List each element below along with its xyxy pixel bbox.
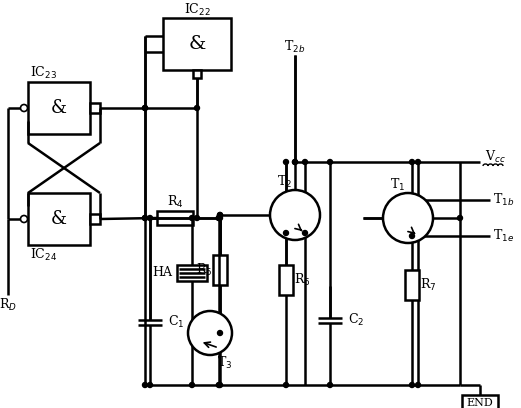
Circle shape xyxy=(328,160,332,164)
Text: T$_2$: T$_2$ xyxy=(278,174,292,190)
Circle shape xyxy=(217,213,222,217)
Circle shape xyxy=(283,160,289,164)
Text: R$_5$: R$_5$ xyxy=(196,262,212,278)
Circle shape xyxy=(194,215,200,220)
Circle shape xyxy=(216,215,221,220)
Circle shape xyxy=(328,383,332,388)
Text: &: & xyxy=(51,99,67,117)
Circle shape xyxy=(217,215,222,220)
Circle shape xyxy=(283,231,289,235)
Bar xyxy=(213,255,227,285)
Bar xyxy=(28,193,90,245)
Text: &: & xyxy=(188,35,206,53)
Bar xyxy=(90,103,100,113)
Circle shape xyxy=(410,160,415,164)
Circle shape xyxy=(216,383,221,388)
Text: C$_1$: C$_1$ xyxy=(168,314,184,330)
Circle shape xyxy=(143,215,147,220)
Text: V$_{cc}$: V$_{cc}$ xyxy=(485,149,506,165)
Text: T$_{1e}$: T$_{1e}$ xyxy=(493,228,514,244)
Bar xyxy=(163,18,231,70)
Text: R$_7$: R$_7$ xyxy=(420,277,436,293)
Circle shape xyxy=(143,106,147,111)
Bar xyxy=(90,214,100,224)
Circle shape xyxy=(416,160,420,164)
Text: C$_2$: C$_2$ xyxy=(348,312,364,328)
Text: T$_1$: T$_1$ xyxy=(390,177,405,193)
Circle shape xyxy=(190,383,194,388)
Bar xyxy=(405,270,419,300)
Text: IC$_{24}$: IC$_{24}$ xyxy=(30,247,57,263)
Circle shape xyxy=(292,160,297,164)
Circle shape xyxy=(143,383,147,388)
Circle shape xyxy=(217,330,222,335)
Circle shape xyxy=(147,383,153,388)
Text: T$_{1b}$: T$_{1b}$ xyxy=(493,192,514,208)
Text: &: & xyxy=(51,210,67,228)
Text: T$_3$: T$_3$ xyxy=(217,355,233,371)
Circle shape xyxy=(194,106,200,111)
Text: R$_6$: R$_6$ xyxy=(294,272,311,288)
Circle shape xyxy=(20,215,28,222)
Circle shape xyxy=(147,215,153,220)
Text: IC$_{23}$: IC$_{23}$ xyxy=(30,65,57,81)
Circle shape xyxy=(188,311,232,355)
Circle shape xyxy=(457,215,463,220)
Circle shape xyxy=(383,193,433,243)
Bar xyxy=(177,265,207,281)
Text: R$_D$: R$_D$ xyxy=(0,297,17,313)
Bar xyxy=(279,265,293,295)
Circle shape xyxy=(190,215,194,220)
Circle shape xyxy=(410,383,415,388)
Circle shape xyxy=(143,106,147,111)
Text: HA: HA xyxy=(152,266,172,279)
Circle shape xyxy=(143,215,147,220)
Circle shape xyxy=(292,160,297,164)
Circle shape xyxy=(217,383,222,388)
Circle shape xyxy=(416,383,420,388)
Text: END: END xyxy=(467,398,493,408)
Circle shape xyxy=(20,104,28,111)
Text: T$_{2b}$: T$_{2b}$ xyxy=(284,39,306,55)
Circle shape xyxy=(410,233,415,239)
Bar xyxy=(462,395,498,408)
Bar xyxy=(28,82,90,134)
Circle shape xyxy=(303,160,307,164)
Bar xyxy=(157,211,193,225)
Circle shape xyxy=(303,231,307,235)
Text: IC$_{22}$: IC$_{22}$ xyxy=(183,2,210,18)
Circle shape xyxy=(217,213,222,217)
Circle shape xyxy=(270,190,320,240)
Circle shape xyxy=(216,215,221,220)
Circle shape xyxy=(283,383,289,388)
Text: R$_4$: R$_4$ xyxy=(167,194,183,210)
Bar xyxy=(193,70,201,78)
